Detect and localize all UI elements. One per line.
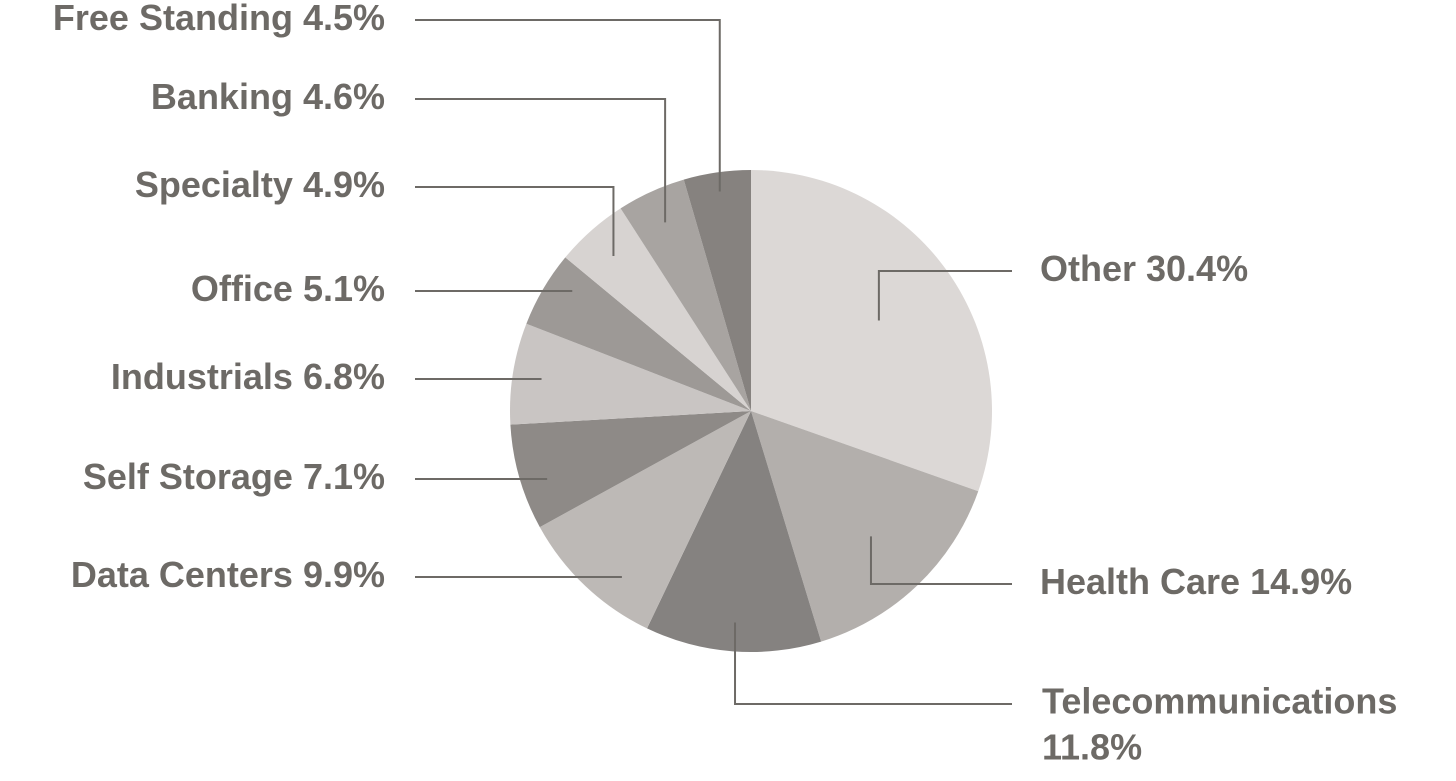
leader-line: [869, 536, 1012, 585]
slice-value-label: 6.8%: [303, 356, 385, 397]
slice-label: Data Centers 9.9%: [71, 554, 385, 595]
slice-name: Data Centers: [71, 554, 293, 595]
slice-value-label: 4.9%: [303, 164, 385, 205]
slice-value-label: 9.9%: [303, 554, 385, 595]
pie-slice: [510, 411, 751, 528]
slice-name: Specialty: [135, 164, 293, 205]
leader-line: [734, 622, 1012, 705]
slice-label: Self Storage 7.1%: [83, 456, 385, 497]
slice-name: Banking: [151, 76, 293, 117]
leader-line: [415, 186, 615, 256]
leader-line: [415, 19, 721, 192]
pie-slice: [751, 411, 979, 642]
slice-name: Self Storage: [83, 456, 293, 497]
slice-label: Other 30.4%: [1040, 248, 1248, 289]
slice-label: Banking 4.6%: [151, 76, 385, 117]
leader-line: [877, 270, 1012, 321]
slice-label: Telecommunications: [1042, 681, 1397, 722]
pie-slice: [510, 323, 751, 425]
slice-value-label: 4.5%: [303, 0, 385, 38]
slice-name: Free Standing: [53, 0, 293, 38]
pie-slice: [620, 179, 751, 411]
slice-label: Free Standing 4.5%: [53, 0, 385, 38]
slice-name: Health Care: [1040, 561, 1240, 602]
pie-slice: [539, 411, 751, 629]
slice-value-label: 4.6%: [303, 76, 385, 117]
slice-value-label: 5.1%: [303, 268, 385, 309]
pie-slice: [683, 170, 751, 411]
slice-value-label: 11.8%: [1042, 727, 1142, 768]
slice-label: Office 5.1%: [191, 268, 385, 309]
slice-label: Health Care 14.9%: [1040, 561, 1352, 602]
slice-label: Specialty 4.9%: [135, 164, 385, 205]
slice-value-label: 14.9%: [1250, 561, 1352, 602]
slice-name: Industrials: [111, 356, 293, 397]
slice-value-label: 7.1%: [303, 456, 385, 497]
pie-slice: [565, 208, 751, 411]
slice-value-label: 30.4%: [1146, 248, 1248, 289]
pie-slice: [751, 170, 993, 492]
pie-slice: [647, 411, 822, 653]
slice-name: Office: [191, 268, 293, 309]
pie-slice: [526, 257, 751, 411]
leader-line: [415, 98, 667, 223]
slice-label: Industrials 6.8%: [111, 356, 385, 397]
slice-name: Other: [1040, 248, 1136, 289]
